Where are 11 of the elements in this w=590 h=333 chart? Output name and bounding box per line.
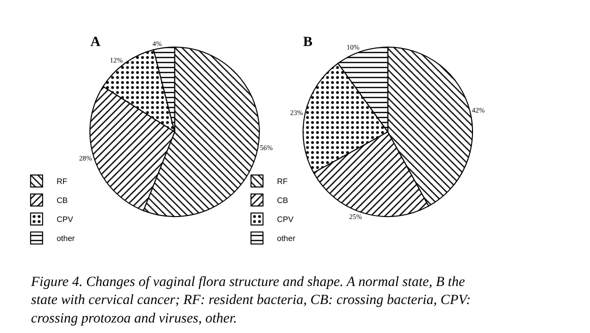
legend-label: other: [277, 234, 296, 244]
chart-title: A: [90, 35, 102, 50]
chart-title: B: [303, 35, 312, 50]
legend-label: CPV: [56, 215, 74, 224]
caption: Figure 4. Changes of vaginal flora structure and shape. A normal state, B the state with cervical cancer; RF: resident bacteria, CB: crossing bacteria, CPV: crossing protozoa and viruses, other.: [30, 275, 471, 326]
legend-label: CB: [277, 196, 288, 206]
legend-label: CPV: [277, 215, 294, 224]
legend-label: RF: [277, 177, 288, 186]
legend-label: RF: [56, 177, 68, 186]
legend-label: other: [56, 234, 76, 244]
legend-label: CB: [56, 196, 68, 206]
